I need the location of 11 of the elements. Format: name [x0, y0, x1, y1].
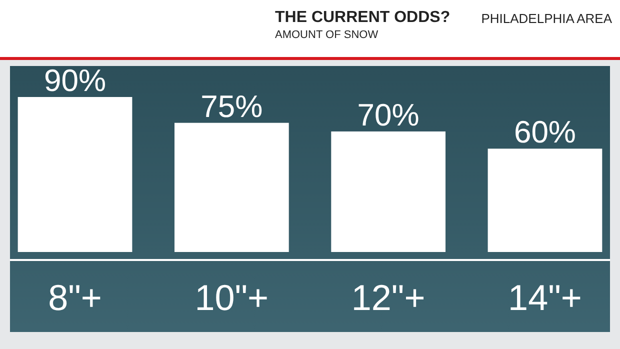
x-tick-label: 14"+ — [508, 277, 582, 318]
data-label: 60% — [514, 114, 576, 150]
data-label: 70% — [357, 97, 420, 132]
x-tick-label: 8"+ — [48, 277, 102, 318]
x-tick-label: 10"+ — [194, 277, 269, 318]
chart-subtitle: AMOUNT OF SNOW — [275, 29, 379, 41]
chart-title: THE CURRENT ODDS? — [275, 9, 450, 26]
x-tick-label: 12"+ — [351, 277, 426, 318]
data-label: 90% — [44, 63, 106, 98]
text: PHILADELPHIA AREA — [481, 11, 612, 26]
data-label: 75% — [200, 88, 263, 124]
